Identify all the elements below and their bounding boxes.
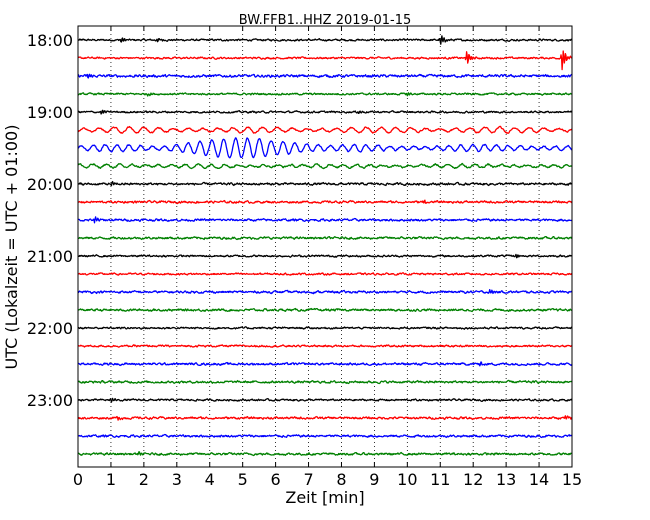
trace-2115 — [77, 272, 573, 276]
trace-2345 — [77, 451, 573, 457]
x-tick-label: 1 — [106, 470, 116, 489]
trace-1815 — [77, 50, 573, 71]
y-tick-label: 18:00 — [27, 31, 73, 50]
trace-1915 — [77, 125, 573, 134]
trace-2315 — [77, 415, 573, 421]
chart-title: BW.FFB1..HHZ 2019-01-15 — [239, 13, 412, 28]
x-tick-label: 13 — [496, 470, 516, 489]
x-tick-label: 9 — [369, 470, 379, 489]
x-tick-label: 15 — [562, 470, 582, 489]
x-tick-label: 10 — [397, 470, 417, 489]
x-tick-label: 5 — [238, 470, 248, 489]
trace-2215 — [77, 344, 573, 348]
trace-2015 — [77, 199, 573, 205]
trace-2300 — [77, 397, 573, 403]
y-tick-label: 19:00 — [27, 103, 73, 122]
x-tick-label: 12 — [463, 470, 483, 489]
grid-lines — [110, 26, 540, 467]
x-tick-label: 7 — [303, 470, 313, 489]
x-axis-label: Zeit [min] — [285, 488, 364, 507]
trace-1830 — [77, 73, 573, 79]
x-tick-label: 14 — [529, 470, 549, 489]
trace-2200 — [77, 326, 573, 330]
y-axis-ticks: 18:00 19:00 20:00 21:00 22:00 23:00 — [27, 31, 572, 410]
plot-frame — [77, 25, 573, 468]
x-tick-label: 4 — [205, 470, 215, 489]
trace-2230 — [77, 361, 573, 367]
trace-1945 — [77, 162, 573, 170]
trace-2000 — [77, 180, 573, 187]
x-tick-label: 3 — [172, 470, 182, 489]
x-tick-label: 0 — [73, 470, 83, 489]
seismogram-traces — [77, 35, 573, 457]
trace-2145 — [77, 307, 573, 313]
y-tick-label: 20:00 — [27, 175, 73, 194]
x-tick-label: 2 — [139, 470, 149, 489]
trace-1900 — [77, 109, 573, 115]
trace-1930 — [77, 137, 573, 159]
x-axis-ticks: 0 1 2 3 4 5 6 7 8 9 10 11 12 13 14 15 — [73, 26, 582, 489]
y-axis-label: UTC (Lokalzeit = UTC + 01:00) — [2, 125, 21, 370]
x-tick-label: 8 — [336, 470, 346, 489]
y-tick-label: 23:00 — [27, 391, 73, 410]
y-tick-label: 21:00 — [27, 247, 73, 266]
trace-2245 — [77, 379, 573, 385]
trace-2045 — [77, 235, 573, 241]
trace-2330 — [77, 433, 573, 439]
y-tick-label: 22:00 — [27, 319, 73, 338]
x-tick-label: 11 — [430, 470, 450, 489]
trace-2030 — [77, 216, 573, 224]
trace-1800 — [77, 35, 573, 45]
trace-2130 — [77, 288, 573, 295]
trace-1845 — [77, 92, 573, 97]
x-tick-label: 6 — [271, 470, 281, 489]
trace-2100 — [77, 253, 573, 259]
